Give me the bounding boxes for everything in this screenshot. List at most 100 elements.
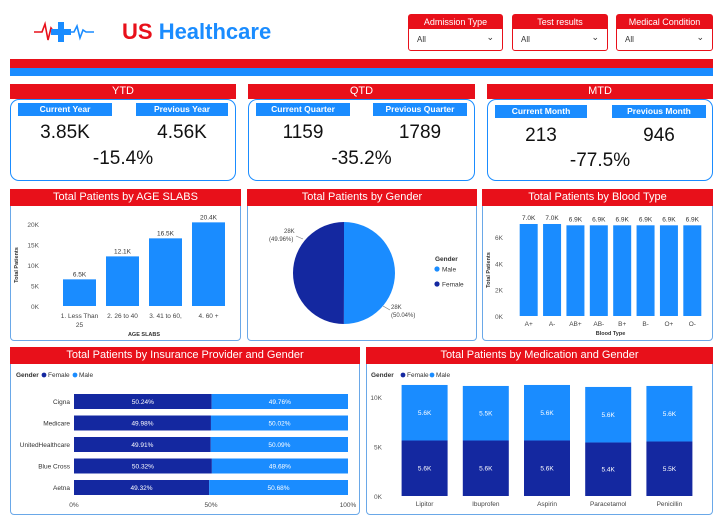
bar-segment — [401, 384, 448, 441]
insurance-chart: Gender Female Male Cigna 50.24% 49.76% Medicar… — [16, 372, 357, 509]
bar-segment — [74, 437, 211, 452]
qtd-title: QTD — [248, 84, 475, 99]
qtd-current-label: Current Quarter — [256, 103, 350, 116]
legend-entry: Male — [436, 372, 450, 379]
x-tick-label: Penicillin — [657, 501, 683, 508]
data-label: 7.0K — [522, 215, 536, 222]
admission-type-slicer[interactable]: Admission Type All ⌄ — [408, 14, 503, 51]
leader-line — [382, 305, 391, 311]
bar-segment — [646, 385, 693, 442]
gender-pie-chart: 28K (50.04%) 28K (49.96%) Gender Male Female — [269, 222, 464, 324]
mtd-title: MTD — [487, 84, 713, 99]
medical-condition-slicer[interactable]: Medical Condition All ⌄ — [616, 14, 713, 51]
x-tick-label: 25 — [76, 322, 84, 329]
x-tick-label: O+ — [665, 321, 674, 328]
header-stripe-blue — [10, 68, 713, 76]
legend-entry: Female — [442, 282, 464, 289]
ytd-current-label: Current Year — [18, 103, 112, 116]
data-label: 50.02% — [268, 421, 290, 428]
y-tick-label: 5K — [31, 284, 40, 291]
bar-segment — [524, 384, 570, 441]
qtd-previous-value: 1789 — [398, 122, 442, 143]
y-tick-label: 5K — [374, 444, 383, 451]
y-tick-label: 0K — [31, 304, 40, 311]
x-tick-label: 0% — [69, 502, 79, 509]
ytd-previous-label: Previous Year — [136, 103, 228, 116]
data-label: 5.6K — [663, 411, 677, 418]
x-tick-label: Aspirin — [537, 501, 557, 508]
bar-segment — [211, 458, 348, 474]
x-tick-label: 100% — [340, 502, 357, 509]
x-tick-label: Paracetamol — [590, 501, 627, 508]
x-tick-label: AB- — [593, 321, 604, 328]
bar — [106, 256, 139, 306]
bar-segment — [210, 415, 348, 431]
bar — [613, 225, 632, 316]
legend-entry: Female — [407, 372, 429, 379]
bar-segment — [585, 442, 632, 496]
qtd-current-value: 1159 — [282, 122, 324, 143]
mtd-current-value: 213 — [525, 125, 557, 146]
slicer-dropdown[interactable]: All ⌄ — [521, 32, 599, 44]
bar — [543, 224, 562, 316]
bar-segment — [74, 415, 211, 431]
slice-label: (50.04%) — [391, 313, 415, 319]
slice-label: (49.96%) — [269, 237, 293, 243]
slicer-dropdown[interactable]: All ⌄ — [625, 32, 704, 44]
data-label: 6.9K — [639, 216, 653, 223]
bar — [192, 222, 225, 306]
category-label: Medicare — [43, 421, 70, 428]
category-label: Aetna — [53, 485, 70, 492]
data-label: 6.5K — [73, 271, 87, 278]
bar-segment — [74, 458, 212, 474]
bar-segment — [211, 394, 348, 409]
bar-segment — [401, 440, 448, 496]
pie-slice — [343, 222, 395, 324]
data-label: 16.5K — [157, 230, 175, 237]
y-axis-label: Total Patients — [14, 247, 20, 283]
data-label: 20.4K — [200, 214, 218, 221]
mtd-previous-label: Previous Month — [612, 105, 706, 118]
qtd-change: -35.2% — [331, 148, 392, 169]
healthcare-logo-icon — [34, 21, 94, 42]
legend-marker — [72, 372, 78, 378]
data-label: 49.98% — [131, 421, 153, 428]
slicer-dropdown[interactable]: All ⌄ — [417, 32, 494, 44]
legend-title: Gender — [435, 256, 458, 263]
y-tick-label: 15K — [27, 243, 39, 250]
bar-segment — [462, 440, 509, 496]
y-tick-label: 4K — [495, 261, 504, 268]
y-axis-label: Total Patients — [486, 252, 492, 288]
data-label: 5.6K — [418, 410, 432, 417]
bar-segment — [74, 480, 210, 495]
data-label: 6.9K — [662, 216, 676, 223]
bar-segment — [646, 441, 693, 496]
x-tick-label: 4. 60 + — [198, 313, 218, 320]
data-label: 50.24% — [132, 399, 154, 406]
data-label: 49.76% — [269, 399, 291, 406]
insurance-chart-title: Total Patients by Insurance Provider and… — [10, 347, 360, 364]
data-label: 49.32% — [131, 485, 153, 492]
header-stripe-red — [10, 59, 713, 68]
bar — [636, 225, 655, 316]
y-tick-label: 20K — [27, 222, 39, 229]
y-tick-label: 2K — [495, 288, 504, 295]
x-tick-label: A- — [549, 321, 556, 328]
test-results-slicer[interactable]: Test results All ⌄ — [512, 14, 608, 51]
legend-entry: Male — [79, 372, 93, 379]
mtd-previous-value: 946 — [643, 125, 675, 146]
bar-segment — [74, 394, 212, 409]
ytd-change: -15.4% — [92, 148, 154, 169]
data-label: 5.5K — [479, 411, 493, 418]
x-axis-label: AGE SLABS — [128, 332, 160, 338]
pie-slice — [292, 222, 344, 324]
y-tick-label: 0K — [495, 314, 504, 321]
data-label: 50.09% — [268, 442, 290, 449]
data-label: 6.9K — [616, 216, 630, 223]
data-label: 5.6K — [540, 410, 554, 417]
bar-segment — [585, 386, 632, 443]
legend-marker — [434, 281, 440, 287]
chevron-down-icon: ⌄ — [486, 32, 494, 42]
data-label: 6.9K — [686, 216, 700, 223]
data-label: 5.5K — [663, 466, 677, 473]
